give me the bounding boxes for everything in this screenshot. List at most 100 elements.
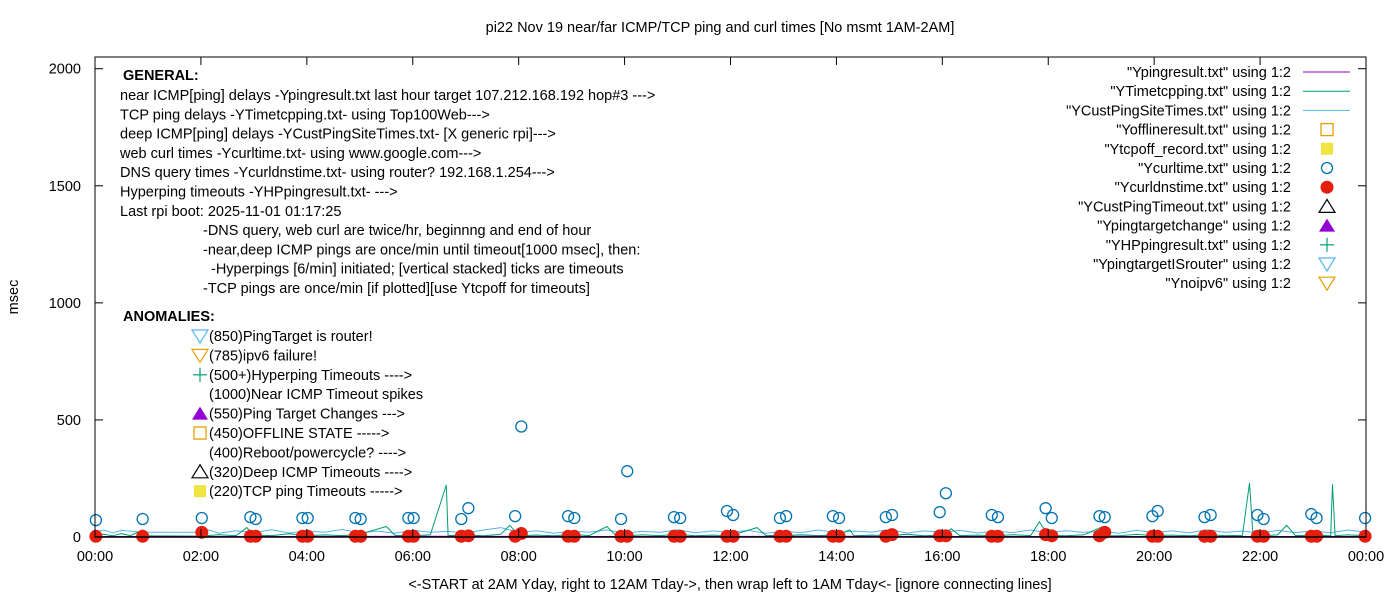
y-tick-label: 1000 [49, 296, 81, 312]
x-tick-label: 14:00 [818, 549, 854, 565]
data-point [1093, 510, 1106, 523]
anomalies-heading: ANOMALIES: [123, 309, 215, 325]
data-point [826, 510, 840, 523]
data-point [296, 511, 309, 525]
anomaly-marker [193, 367, 207, 382]
anomaly-text: (1000)Near ICMP Timeout spikes [209, 387, 423, 403]
anomaly-item: (785)ipv6 failure! [190, 348, 317, 364]
general-line: deep ICMP[ping] delays -YCustPingSiteTim… [120, 127, 556, 143]
data-point [614, 512, 628, 526]
data-point [89, 513, 103, 527]
data-point [726, 508, 740, 522]
data-point [402, 511, 415, 525]
x-tick-label: 02:00 [183, 549, 219, 565]
data-point [1204, 508, 1217, 522]
legend-item: "YCustPingSiteTimes.txt" using 1:2 [1066, 103, 1350, 119]
legend-label: "YpingtargetISrouter" using 1:2 [1093, 257, 1291, 273]
anomaly-text: (400)Reboot/powercycle? ----> [209, 445, 406, 461]
data-point [136, 512, 149, 526]
data-point [514, 526, 528, 540]
anomaly-text: (220)TCP ping Timeouts -----> [209, 484, 403, 500]
data-point [568, 511, 581, 525]
x-tick-label: 00:00 [1348, 549, 1384, 565]
x-tick-label: 04:00 [289, 549, 325, 565]
legend-marker [1320, 180, 1334, 194]
data-point [885, 528, 899, 542]
data-point [1257, 512, 1270, 526]
anomaly-item: (550)Ping Target Changes ---> [192, 406, 405, 423]
legend-marker [1317, 198, 1337, 213]
legend: "Ypingresult.txt" using 1:2 "YTimetcpping… [1066, 65, 1350, 292]
general-line: near ICMP[ping] delays -Ypingresult.txt … [120, 88, 655, 104]
data-point [1045, 529, 1059, 543]
data-point [773, 511, 787, 525]
data-point [1251, 508, 1264, 522]
data-point [1039, 502, 1052, 515]
x-tick-label: 08:00 [501, 549, 537, 565]
legend-label: "Ytcpoff_record.txt" using 1:2 [1104, 142, 1291, 158]
data-point [462, 502, 475, 515]
legend-item: "Ypingresult.txt" using 1:2 [1127, 65, 1350, 81]
data-point [1045, 511, 1058, 525]
data-point [933, 506, 946, 519]
anomaly-item: (850)PingTarget is router! [190, 329, 373, 345]
legend-item: "YTimetcpping.txt" using 1:2 [1110, 84, 1350, 100]
legend-marker [1319, 218, 1335, 232]
legend-label: "YCustPingTimeout.txt" using 1:2 [1078, 199, 1291, 215]
legend-item: "YHPpingresult.txt" using 1:2 [1106, 237, 1334, 254]
anomaly-marker [190, 463, 210, 479]
data-point [1098, 510, 1111, 524]
legend-label: "Ypingresult.txt" using 1:2 [1127, 65, 1291, 81]
x-tick-label: 06:00 [395, 549, 431, 565]
data-point [939, 487, 953, 500]
data-point [195, 511, 208, 525]
general-line: web curl times -Ycurltime.txt- using www… [119, 146, 481, 162]
legend-label: "Yofflineresult.txt" using 1:2 [1116, 123, 1291, 139]
x-tick-label: 12:00 [712, 549, 748, 565]
data-point [508, 510, 522, 523]
data-point [1310, 511, 1323, 525]
data-point [455, 512, 468, 526]
data-point [515, 420, 528, 433]
note-line: -DNS query, web curl are twice/hr, begin… [203, 223, 591, 239]
data-point [1358, 511, 1372, 525]
legend-marker [1320, 122, 1334, 137]
legend-marker [1317, 276, 1337, 292]
note-line: -Hyperpings [6/min] initiated; [vertical… [211, 262, 624, 278]
anomaly-marker [193, 426, 207, 440]
data-point [832, 511, 846, 525]
legend-label: "Ypingtargetchange" using 1:2 [1097, 219, 1291, 235]
legend-item: "YpingtargetISrouter" using 1:2 [1093, 257, 1337, 273]
data-point [879, 510, 892, 524]
anomaly-item: (1000)Near ICMP Timeout spikes [209, 387, 423, 403]
legend-label: "Ynoipv6" using 1:2 [1165, 276, 1291, 292]
data-point [195, 525, 209, 539]
data-point [349, 511, 362, 525]
x-tick-label: 00:00 [77, 549, 113, 565]
data-point [720, 504, 734, 518]
x-tick-label: 22:00 [1242, 549, 1278, 565]
legend-marker [1321, 142, 1333, 155]
legend-label: "YTimetcpping.txt" using 1:2 [1110, 84, 1291, 100]
x-tick-label: 16:00 [924, 549, 960, 565]
x-tick-label: 10:00 [606, 549, 642, 565]
note-line: -near,deep ICMP pings are once/min until… [203, 242, 640, 258]
data-point [667, 510, 681, 524]
anomaly-marker [190, 329, 210, 345]
anomaly-marker [194, 485, 206, 498]
data-point [885, 508, 899, 522]
data-point [1198, 510, 1211, 524]
anomaly-item: (500+)Hyperping Timeouts ----> [193, 367, 412, 384]
anomaly-item: (450)OFFLINE STATE -----> [193, 426, 389, 442]
anomaly-item: (220)TCP ping Timeouts -----> [194, 484, 403, 500]
legend-label: "Ycurltime.txt" using 1:2 [1138, 161, 1291, 177]
legend-marker [1320, 237, 1334, 252]
legend-item: "YCustPingTimeout.txt" using 1:2 [1078, 198, 1337, 215]
general-line: TCP ping delays -YTimetcpping.txt- using… [120, 107, 490, 123]
anomaly-item: (400)Reboot/powercycle? ----> [209, 445, 406, 461]
legend-item: "Ytcpoff_record.txt" using 1:2 [1104, 142, 1333, 158]
legend-item: "Ycurldnstime.txt" using 1:2 [1115, 180, 1334, 196]
anomaly-item: (320)Deep ICMP Timeouts ----> [190, 463, 412, 481]
x-tick-label: 18:00 [1030, 549, 1066, 565]
